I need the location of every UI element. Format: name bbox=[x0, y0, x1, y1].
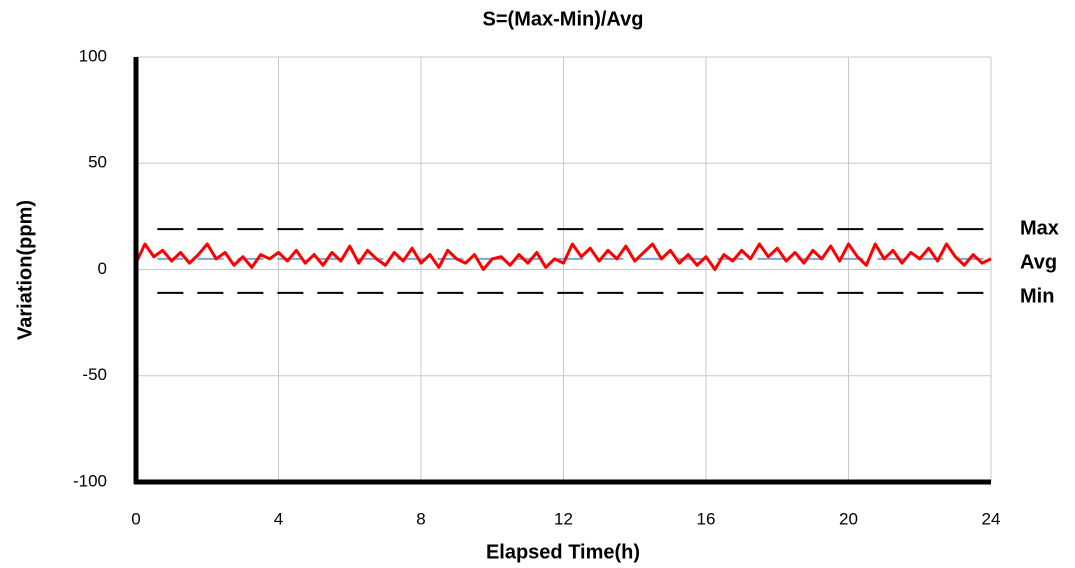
y-tick-label: -100 bbox=[73, 471, 107, 490]
x-tick-label: 24 bbox=[982, 509, 1001, 528]
x-tick-label: 12 bbox=[554, 509, 573, 528]
y-tick-label: 50 bbox=[88, 153, 107, 172]
x-axis-label: Elapsed Time(h) bbox=[486, 541, 640, 563]
x-tick-label: 4 bbox=[274, 509, 283, 528]
reference-label: Max bbox=[1020, 217, 1059, 239]
x-tick-label: 0 bbox=[131, 509, 140, 528]
y-axis-label: Variation(ppm) bbox=[14, 200, 36, 340]
x-tick-label: 8 bbox=[416, 509, 425, 528]
x-tick-label: 20 bbox=[839, 509, 858, 528]
y-tick-label: 0 bbox=[98, 259, 107, 278]
y-tick-label: 100 bbox=[79, 46, 107, 65]
chart-title: S=(Max-Min)/Avg bbox=[483, 8, 644, 30]
y-tick-label: -50 bbox=[82, 365, 107, 384]
reference-label: Min bbox=[1020, 285, 1054, 307]
data-line bbox=[134, 242, 992, 271]
reference-label: Avg bbox=[1020, 251, 1057, 273]
x-tick-label: 16 bbox=[697, 509, 716, 528]
